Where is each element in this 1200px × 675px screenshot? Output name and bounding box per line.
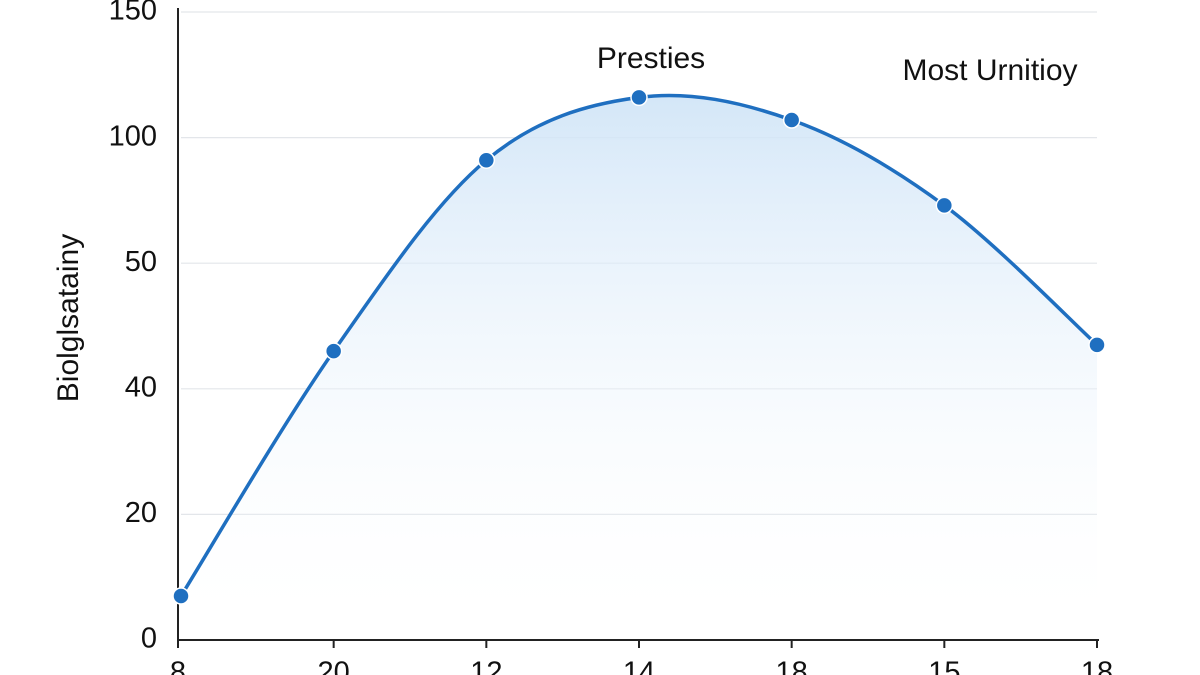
point: [1088, 336, 1106, 354]
annotation: Most Urnitioy: [902, 54, 1077, 87]
point: [630, 88, 648, 107]
point: [782, 111, 801, 129]
y-tick-label: 0: [141, 623, 157, 655]
y-tick-label: 100: [109, 120, 157, 152]
x-tick-label: 12: [470, 657, 502, 675]
area: [181, 95, 1097, 641]
x-tick-label: 15: [928, 657, 960, 675]
x-tick-label: 14: [623, 657, 655, 675]
x-tick-label: 8: [170, 657, 186, 675]
x-tick-label: 20: [318, 657, 350, 675]
annotation: Presties: [597, 42, 705, 75]
point: [935, 196, 954, 215]
y-axis-label: Biolglsatainy: [52, 234, 85, 402]
y-tick-label: 40: [125, 371, 157, 403]
point: [477, 151, 496, 169]
x-tick-label: 18: [1081, 657, 1113, 675]
y-tick-label: 20: [125, 497, 157, 529]
point: [324, 342, 343, 360]
y-tick-label: 150: [109, 0, 157, 27]
x-tick-label: 18: [776, 657, 808, 675]
point: [172, 587, 190, 605]
y-tick-label: 50: [125, 246, 157, 278]
